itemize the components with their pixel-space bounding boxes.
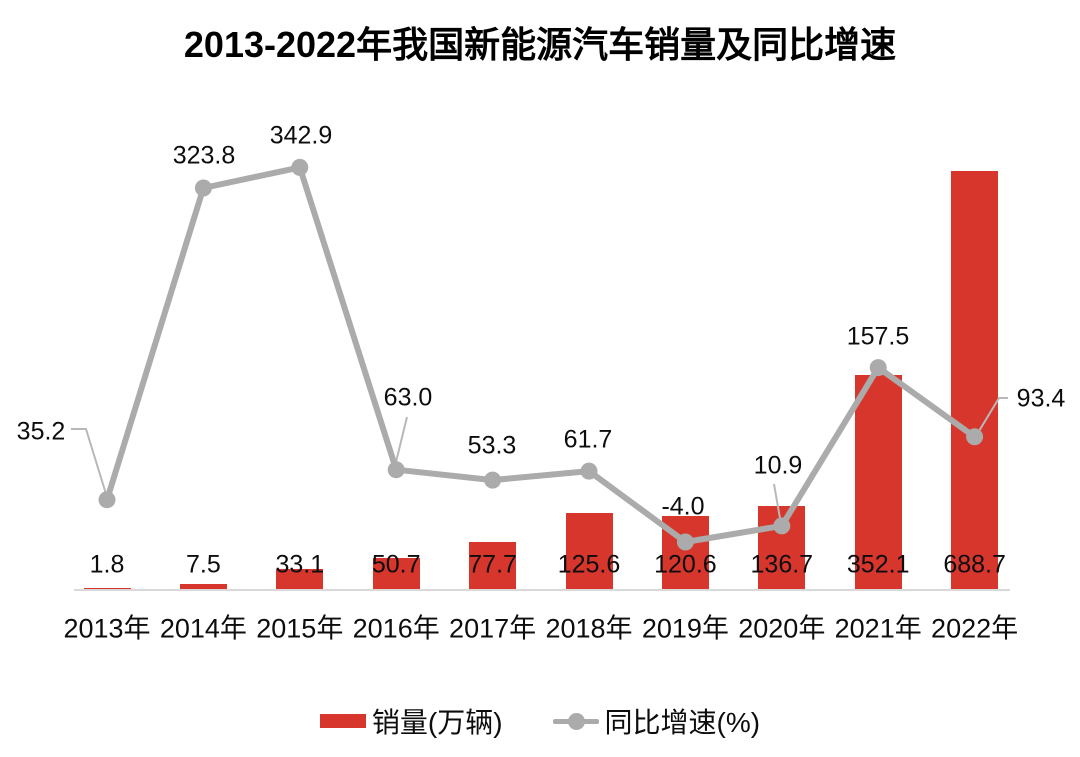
growth-marker-2018年 bbox=[580, 462, 598, 480]
growth-value-2018年: 61.7 bbox=[563, 425, 613, 454]
growth-value-2016年: 63.0 bbox=[383, 383, 433, 412]
x-tick-2015年: 2015年 bbox=[256, 613, 344, 644]
sales-value-2021年: 352.1 bbox=[846, 550, 910, 579]
sales-value-2014年: 7.5 bbox=[186, 550, 221, 579]
bar-2013年 bbox=[83, 588, 131, 589]
growth-value-2021年: 157.5 bbox=[846, 322, 910, 351]
x-tick-2018年: 2018年 bbox=[545, 613, 633, 644]
x-tick-2019年: 2019年 bbox=[641, 613, 729, 644]
callout-leader-2022年 bbox=[975, 397, 1008, 437]
growth-marker-2022年 bbox=[966, 428, 984, 446]
sales-value-2013年: 1.8 bbox=[89, 550, 125, 579]
growth-marker-2013年 bbox=[98, 491, 116, 509]
x-tick-2022年: 2022年 bbox=[931, 613, 1019, 644]
sales-value-2017年: 77.7 bbox=[468, 550, 517, 579]
growth-value-2017年: 53.3 bbox=[467, 431, 517, 460]
growth-line-swatch-icon bbox=[552, 712, 599, 730]
growth-marker-2020年 bbox=[773, 517, 791, 535]
bar-2014年 bbox=[179, 584, 227, 589]
legend: 销量(万辆) 同比增速(%) bbox=[0, 701, 1080, 741]
growth-marker-2021年 bbox=[869, 359, 887, 377]
bar-2016年 bbox=[372, 558, 420, 589]
callout-leader-2020年 bbox=[773, 483, 782, 525]
growth-value-2015年: 342.9 bbox=[269, 121, 333, 150]
growth-marker-2019年 bbox=[676, 533, 694, 551]
x-tick-2016年: 2016年 bbox=[352, 613, 440, 644]
growth-marker-2014年 bbox=[194, 179, 212, 197]
sales-value-2016年: 50.7 bbox=[371, 550, 421, 579]
sales-value-2015年: 33.1 bbox=[275, 550, 325, 579]
sales-value-2019年: 120.6 bbox=[654, 550, 717, 579]
sales-bar-swatch-icon bbox=[319, 714, 366, 728]
x-tick-2020年: 2020年 bbox=[738, 613, 826, 644]
bar-2015年 bbox=[276, 569, 324, 589]
chart-title: 2013-2022年我国新能源汽车销量及同比增速 bbox=[183, 24, 897, 65]
legend-sales-label: 销量(万辆) bbox=[371, 707, 503, 738]
callout-leader-2013年 bbox=[71, 428, 107, 495]
growth-marker-2016年 bbox=[387, 461, 405, 479]
sales-value-2020年: 136.7 bbox=[750, 550, 814, 579]
bar-2018年 bbox=[565, 513, 613, 589]
growth-value-2013年: 35.2 bbox=[16, 417, 66, 446]
callout-leader-2016年 bbox=[394, 416, 408, 467]
growth-line bbox=[104, 164, 978, 545]
x-axis-line bbox=[74, 589, 1010, 591]
growth-swatch-dot bbox=[567, 712, 585, 730]
x-tick-2017年: 2017年 bbox=[449, 613, 537, 644]
growth-value-2022年: 93.4 bbox=[1016, 384, 1066, 413]
sales-value-2018年: 125.6 bbox=[557, 550, 621, 579]
bar-2022年 bbox=[951, 171, 999, 589]
sales-value-2022年: 688.7 bbox=[943, 550, 1006, 579]
x-tick-2014年: 2014年 bbox=[159, 613, 247, 644]
legend-item-sales: 销量(万辆) bbox=[319, 701, 503, 741]
growth-value-2014年: 323.8 bbox=[172, 141, 236, 170]
growth-marker-2015年 bbox=[291, 158, 309, 176]
x-tick-2013年: 2013年 bbox=[63, 613, 151, 644]
bar-2021年 bbox=[854, 375, 902, 589]
legend-growth-label: 同比增速(%) bbox=[604, 707, 761, 738]
bar-2017年 bbox=[469, 542, 517, 589]
legend-item-growth: 同比增速(%) bbox=[552, 701, 761, 741]
growth-value-2020年: 10.9 bbox=[753, 451, 803, 480]
growth-marker-2017年 bbox=[484, 471, 502, 489]
growth-value-2019年: -4.0 bbox=[661, 492, 705, 521]
x-tick-2021年: 2021年 bbox=[834, 613, 922, 644]
